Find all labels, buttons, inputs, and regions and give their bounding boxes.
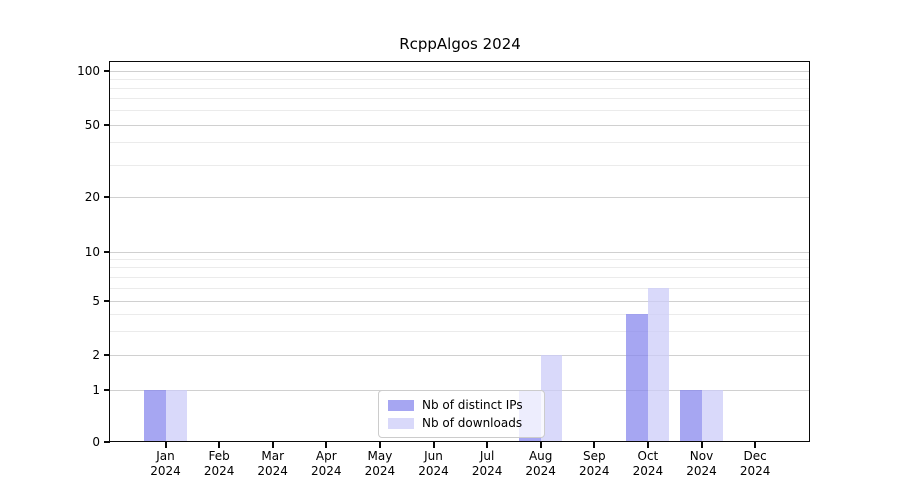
y-tick-label: 20	[84, 190, 100, 204]
y-tick-mark	[104, 251, 110, 253]
legend-label-distinct-ips: Nb of distinct IPs	[422, 398, 523, 412]
x-tick-mark	[700, 442, 703, 448]
y-tick-label: 5	[92, 294, 100, 308]
legend-item-distinct-ips: Nb of distinct IPs	[388, 398, 535, 412]
x-tick-label: Apr 2024	[311, 449, 342, 478]
legend: Nb of distinct IPs Nb of downloads	[378, 390, 545, 438]
legend-item-downloads: Nb of downloads	[388, 416, 535, 430]
x-tick-label: Aug 2024	[525, 449, 556, 478]
y-tick-mark	[104, 354, 110, 356]
y-tick-mark	[104, 196, 110, 198]
minor-gridline	[110, 78, 810, 80]
y-tick-label: 100	[77, 64, 100, 78]
y-tick-label: 2	[92, 348, 100, 362]
x-tick-label: Jun 2024	[418, 449, 449, 478]
y-tick-mark	[104, 124, 110, 126]
y-tick-label: 10	[84, 245, 100, 259]
x-tick-mark	[432, 442, 435, 448]
x-tick-mark	[539, 442, 542, 448]
bar-downloads	[165, 390, 187, 442]
bar-distinct-ips	[680, 390, 702, 442]
legend-swatch-distinct-ips	[388, 399, 414, 411]
y-tick-mark	[104, 389, 110, 391]
x-tick-label: Nov 2024	[686, 449, 717, 478]
x-tick-mark	[754, 442, 757, 448]
y-tick-mark	[104, 70, 110, 72]
x-tick-mark	[218, 442, 221, 448]
minor-gridline	[110, 276, 810, 278]
minor-gridline	[110, 110, 810, 112]
major-gridline	[110, 251, 810, 253]
minor-gridline	[110, 330, 810, 332]
legend-label-downloads: Nb of downloads	[422, 416, 523, 430]
major-gridline	[110, 300, 810, 302]
minor-gridline	[110, 267, 810, 269]
y-tick-mark	[104, 441, 110, 443]
minor-gridline	[110, 258, 810, 260]
x-tick-label: May 2024	[364, 449, 396, 478]
minor-gridline	[110, 313, 810, 315]
minor-gridline	[110, 142, 810, 144]
chart-title: RcppAlgos 2024	[399, 35, 521, 53]
minor-gridline	[110, 98, 810, 100]
x-tick-mark	[164, 442, 167, 448]
minor-gridline	[110, 287, 810, 289]
bar-distinct-ips	[626, 314, 648, 442]
legend-swatch-downloads	[388, 417, 414, 429]
x-tick-label: Mar 2024	[257, 449, 288, 478]
y-tick-label: 1	[92, 383, 100, 397]
major-gridline	[110, 70, 810, 72]
x-tick-mark	[378, 442, 381, 448]
major-gridline	[110, 354, 810, 356]
x-tick-mark	[646, 442, 649, 448]
x-tick-label: Oct 2024	[632, 449, 664, 478]
x-tick-label: Dec 2024	[739, 449, 771, 478]
x-tick-mark	[593, 442, 596, 448]
y-tick-label: 0	[92, 435, 100, 449]
x-tick-label: Jan 2024	[150, 449, 181, 478]
major-gridline	[110, 196, 810, 198]
major-gridline	[110, 124, 810, 126]
minor-gridline	[110, 164, 810, 166]
bar-downloads	[540, 355, 563, 442]
x-tick-mark	[271, 442, 274, 448]
bar-distinct-ips	[144, 390, 166, 442]
x-tick-label: Jul 2024	[471, 449, 503, 478]
bar-downloads	[647, 288, 670, 442]
minor-gridline	[110, 87, 810, 89]
bar-downloads	[701, 390, 723, 442]
x-tick-label: Sep 2024	[579, 449, 610, 478]
y-tick-mark	[104, 300, 110, 302]
x-tick-mark	[325, 442, 328, 448]
y-tick-label: 50	[84, 118, 100, 132]
x-tick-label: Feb 2024	[203, 449, 235, 478]
x-tick-mark	[486, 442, 489, 448]
